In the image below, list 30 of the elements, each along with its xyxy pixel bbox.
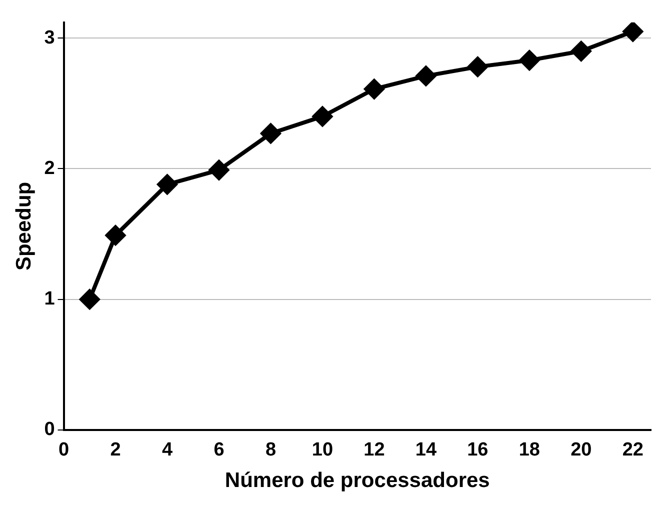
point: [208, 160, 229, 180]
y-tick-label: 3: [44, 27, 55, 48]
x-tick-label: 20: [570, 440, 592, 461]
x-axis-title: Número de processadores: [224, 469, 490, 492]
point: [80, 289, 100, 310]
x-tick-label: 6: [214, 440, 224, 461]
point: [260, 123, 281, 144]
x-tick-label: 22: [622, 440, 644, 461]
point: [571, 41, 592, 62]
y-tick-label: 1: [44, 288, 56, 310]
y-tick-label: 2: [44, 158, 55, 179]
x-tick-label: 18: [518, 440, 540, 461]
point: [312, 106, 332, 126]
y-tick-label: 0: [44, 419, 55, 440]
x-tick-label: 4: [162, 440, 173, 461]
point: [106, 225, 126, 246]
x-tick-label: 12: [364, 440, 385, 461]
x-tick-label: 8: [265, 440, 276, 461]
y-axis-title: Speedup: [12, 182, 36, 271]
point: [157, 174, 178, 194]
x-tick-label: 0: [58, 440, 70, 461]
x-tick-label: 2: [110, 440, 121, 461]
point: [364, 79, 384, 100]
x-tick-label: 10: [312, 440, 334, 461]
x-tick-label: 16: [467, 440, 488, 461]
point: [416, 66, 436, 86]
point: [468, 56, 488, 77]
x-tick-label: 14: [415, 440, 437, 461]
point: [622, 22, 643, 42]
point: [519, 50, 540, 70]
